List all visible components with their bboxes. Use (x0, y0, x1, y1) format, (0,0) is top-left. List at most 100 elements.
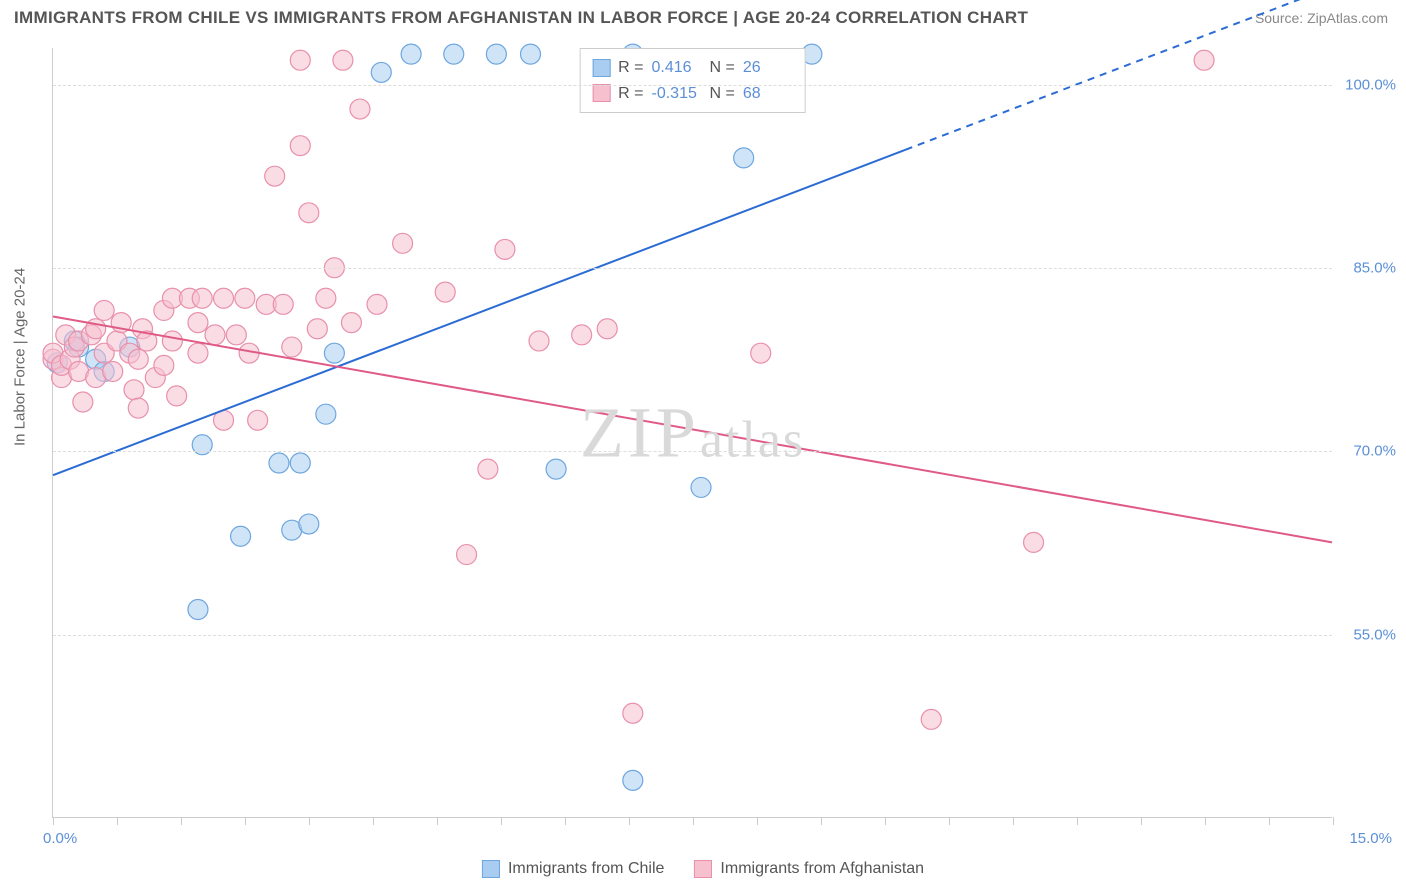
data-point (435, 282, 455, 302)
data-point (86, 319, 106, 339)
data-point (316, 404, 336, 424)
data-point (486, 44, 506, 64)
data-point (290, 50, 310, 70)
gridline (53, 268, 1332, 269)
data-point (162, 331, 182, 351)
y-axis-label: In Labor Force | Age 20-24 (12, 268, 29, 446)
data-point (167, 386, 187, 406)
data-point (128, 398, 148, 418)
data-point (94, 300, 114, 320)
data-point (188, 600, 208, 620)
data-point (265, 166, 285, 186)
trend-line (53, 150, 906, 476)
x-tick (1269, 817, 1270, 825)
data-point (457, 545, 477, 565)
data-point (103, 361, 123, 381)
bottom-legend: Immigrants from Chile Immigrants from Afg… (482, 860, 924, 878)
x-tick-label: 0.0% (43, 830, 77, 847)
x-tick (1333, 817, 1334, 825)
data-point (350, 99, 370, 119)
data-point (214, 288, 234, 308)
data-point (235, 288, 255, 308)
bottom-legend-item: Immigrants from Afghanistan (694, 860, 924, 878)
data-point (282, 337, 302, 357)
series-name: Immigrants from Afghanistan (720, 860, 924, 878)
series-name: Immigrants from Chile (508, 860, 664, 878)
data-point (316, 288, 336, 308)
x-tick (1013, 817, 1014, 825)
plot-svg (53, 48, 1332, 817)
x-tick (565, 817, 566, 825)
n-label: N = (710, 55, 735, 81)
chart-title: IMMIGRANTS FROM CHILE VS IMMIGRANTS FROM… (14, 8, 1028, 28)
source-attribution: Source: ZipAtlas.com (1255, 10, 1388, 26)
correlation-legend: R =0.416N =26R =-0.315N =68 (579, 48, 806, 113)
y-tick-label: 55.0% (1353, 626, 1396, 643)
data-point (128, 349, 148, 369)
data-point (734, 148, 754, 168)
data-point (324, 343, 344, 363)
legend-swatch (592, 59, 610, 77)
data-point (124, 380, 144, 400)
x-tick (1141, 817, 1142, 825)
data-point (371, 62, 391, 82)
data-point (299, 203, 319, 223)
plot-area: ZIPatlas R =0.416N =26R =-0.315N =68 55.… (52, 48, 1332, 818)
n-value: 26 (743, 55, 793, 81)
data-point (231, 526, 251, 546)
y-tick-label: 100.0% (1345, 76, 1396, 93)
data-point (401, 44, 421, 64)
bottom-legend-item: Immigrants from Chile (482, 860, 664, 878)
x-tick (245, 817, 246, 825)
r-label: R = (618, 55, 643, 81)
data-point (290, 453, 310, 473)
data-point (341, 313, 361, 333)
data-point (269, 453, 289, 473)
y-tick-label: 85.0% (1353, 260, 1396, 277)
x-tick (949, 817, 950, 825)
legend-swatch (592, 84, 610, 102)
x-tick (117, 817, 118, 825)
data-point (521, 44, 541, 64)
gridline (53, 635, 1332, 636)
legend-row: R = 0.416 N = 26 (592, 55, 793, 81)
y-tick-label: 70.0% (1353, 443, 1396, 460)
x-tick (437, 817, 438, 825)
x-tick (1205, 817, 1206, 825)
data-point (307, 319, 327, 339)
legend-swatch (694, 860, 712, 878)
data-point (623, 770, 643, 790)
x-tick (53, 817, 54, 825)
x-tick (501, 817, 502, 825)
data-point (478, 459, 498, 479)
gridline (53, 85, 1332, 86)
data-point (188, 343, 208, 363)
data-point (248, 410, 268, 430)
data-point (751, 343, 771, 363)
data-point (290, 136, 310, 156)
data-point (1194, 50, 1214, 70)
gridline (53, 451, 1332, 452)
x-tick (309, 817, 310, 825)
x-tick (181, 817, 182, 825)
x-tick (373, 817, 374, 825)
data-point (444, 44, 464, 64)
x-tick (1077, 817, 1078, 825)
x-tick-label: 15.0% (1349, 830, 1392, 847)
data-point (691, 477, 711, 497)
correlation-chart: IMMIGRANTS FROM CHILE VS IMMIGRANTS FROM… (0, 0, 1406, 892)
data-point (546, 459, 566, 479)
r-value: 0.416 (652, 55, 702, 81)
data-point (226, 325, 246, 345)
x-tick (821, 817, 822, 825)
x-tick (629, 817, 630, 825)
data-point (495, 239, 515, 259)
data-point (205, 325, 225, 345)
data-point (1024, 532, 1044, 552)
data-point (393, 233, 413, 253)
legend-swatch (482, 860, 500, 878)
data-point (273, 294, 293, 314)
data-point (921, 709, 941, 729)
data-point (597, 319, 617, 339)
data-point (623, 703, 643, 723)
